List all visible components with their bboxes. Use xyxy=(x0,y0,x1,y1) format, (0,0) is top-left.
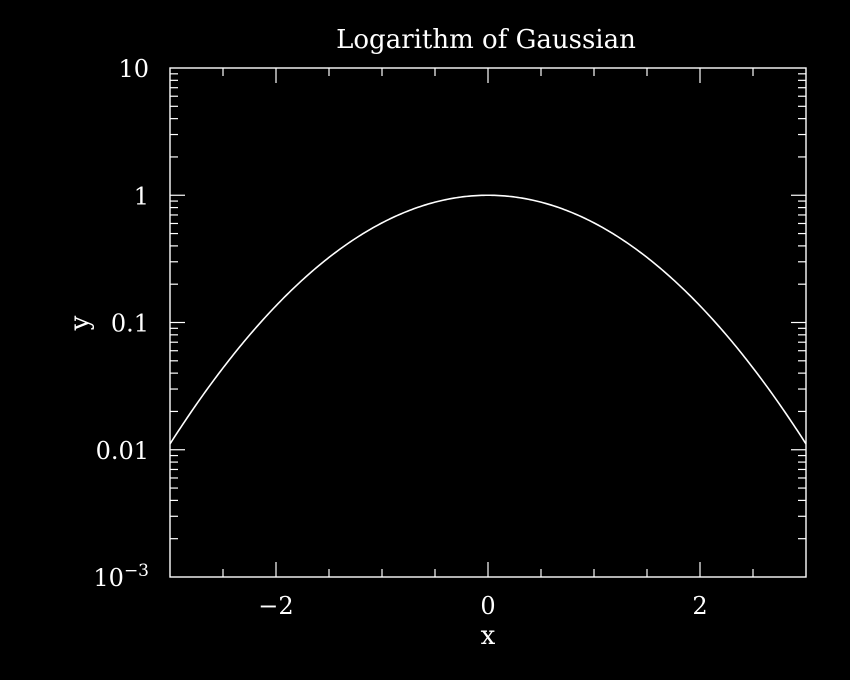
chart-title: Logarithm of Gaussian xyxy=(336,25,636,55)
data-point xyxy=(673,279,675,281)
data-point xyxy=(487,194,489,196)
data-point xyxy=(726,334,728,336)
y-axis-label: y xyxy=(65,315,95,331)
series-line xyxy=(169,194,807,445)
data-point xyxy=(196,403,198,405)
data-point xyxy=(461,196,463,198)
data-point xyxy=(434,201,436,203)
y-tick-label: 10 xyxy=(118,55,149,83)
series-group xyxy=(169,194,807,445)
data-point xyxy=(805,443,807,445)
data-point xyxy=(620,237,622,239)
x-tick-label: 2 xyxy=(692,592,707,620)
data-point xyxy=(646,256,648,258)
data-point xyxy=(752,367,754,369)
axis-ticks xyxy=(170,68,806,577)
y-tick-label: 0.01 xyxy=(96,437,149,465)
data-point xyxy=(408,210,410,212)
y-tick-label: 0.1 xyxy=(111,310,149,338)
y-tick-label: 10−3 xyxy=(93,561,149,592)
data-point xyxy=(567,210,569,212)
x-axis-label: x xyxy=(481,621,496,651)
data-point xyxy=(169,443,171,445)
data-point xyxy=(275,305,277,307)
data-point xyxy=(355,237,357,239)
x-tick-label: −2 xyxy=(258,592,293,620)
y-tick-label-exponent: −3 xyxy=(124,561,149,581)
data-point xyxy=(514,196,516,198)
y-tick-label: 1 xyxy=(134,182,149,210)
data-point xyxy=(699,305,701,307)
data-point xyxy=(593,222,595,224)
data-point xyxy=(381,222,383,224)
data-point xyxy=(222,367,224,369)
data-point xyxy=(249,334,251,336)
data-point xyxy=(540,201,542,203)
data-point xyxy=(302,279,304,281)
x-tick-label: 0 xyxy=(480,592,495,620)
data-point xyxy=(328,256,330,258)
y-tick-label-base: 10 xyxy=(93,564,124,592)
data-point xyxy=(779,403,781,405)
